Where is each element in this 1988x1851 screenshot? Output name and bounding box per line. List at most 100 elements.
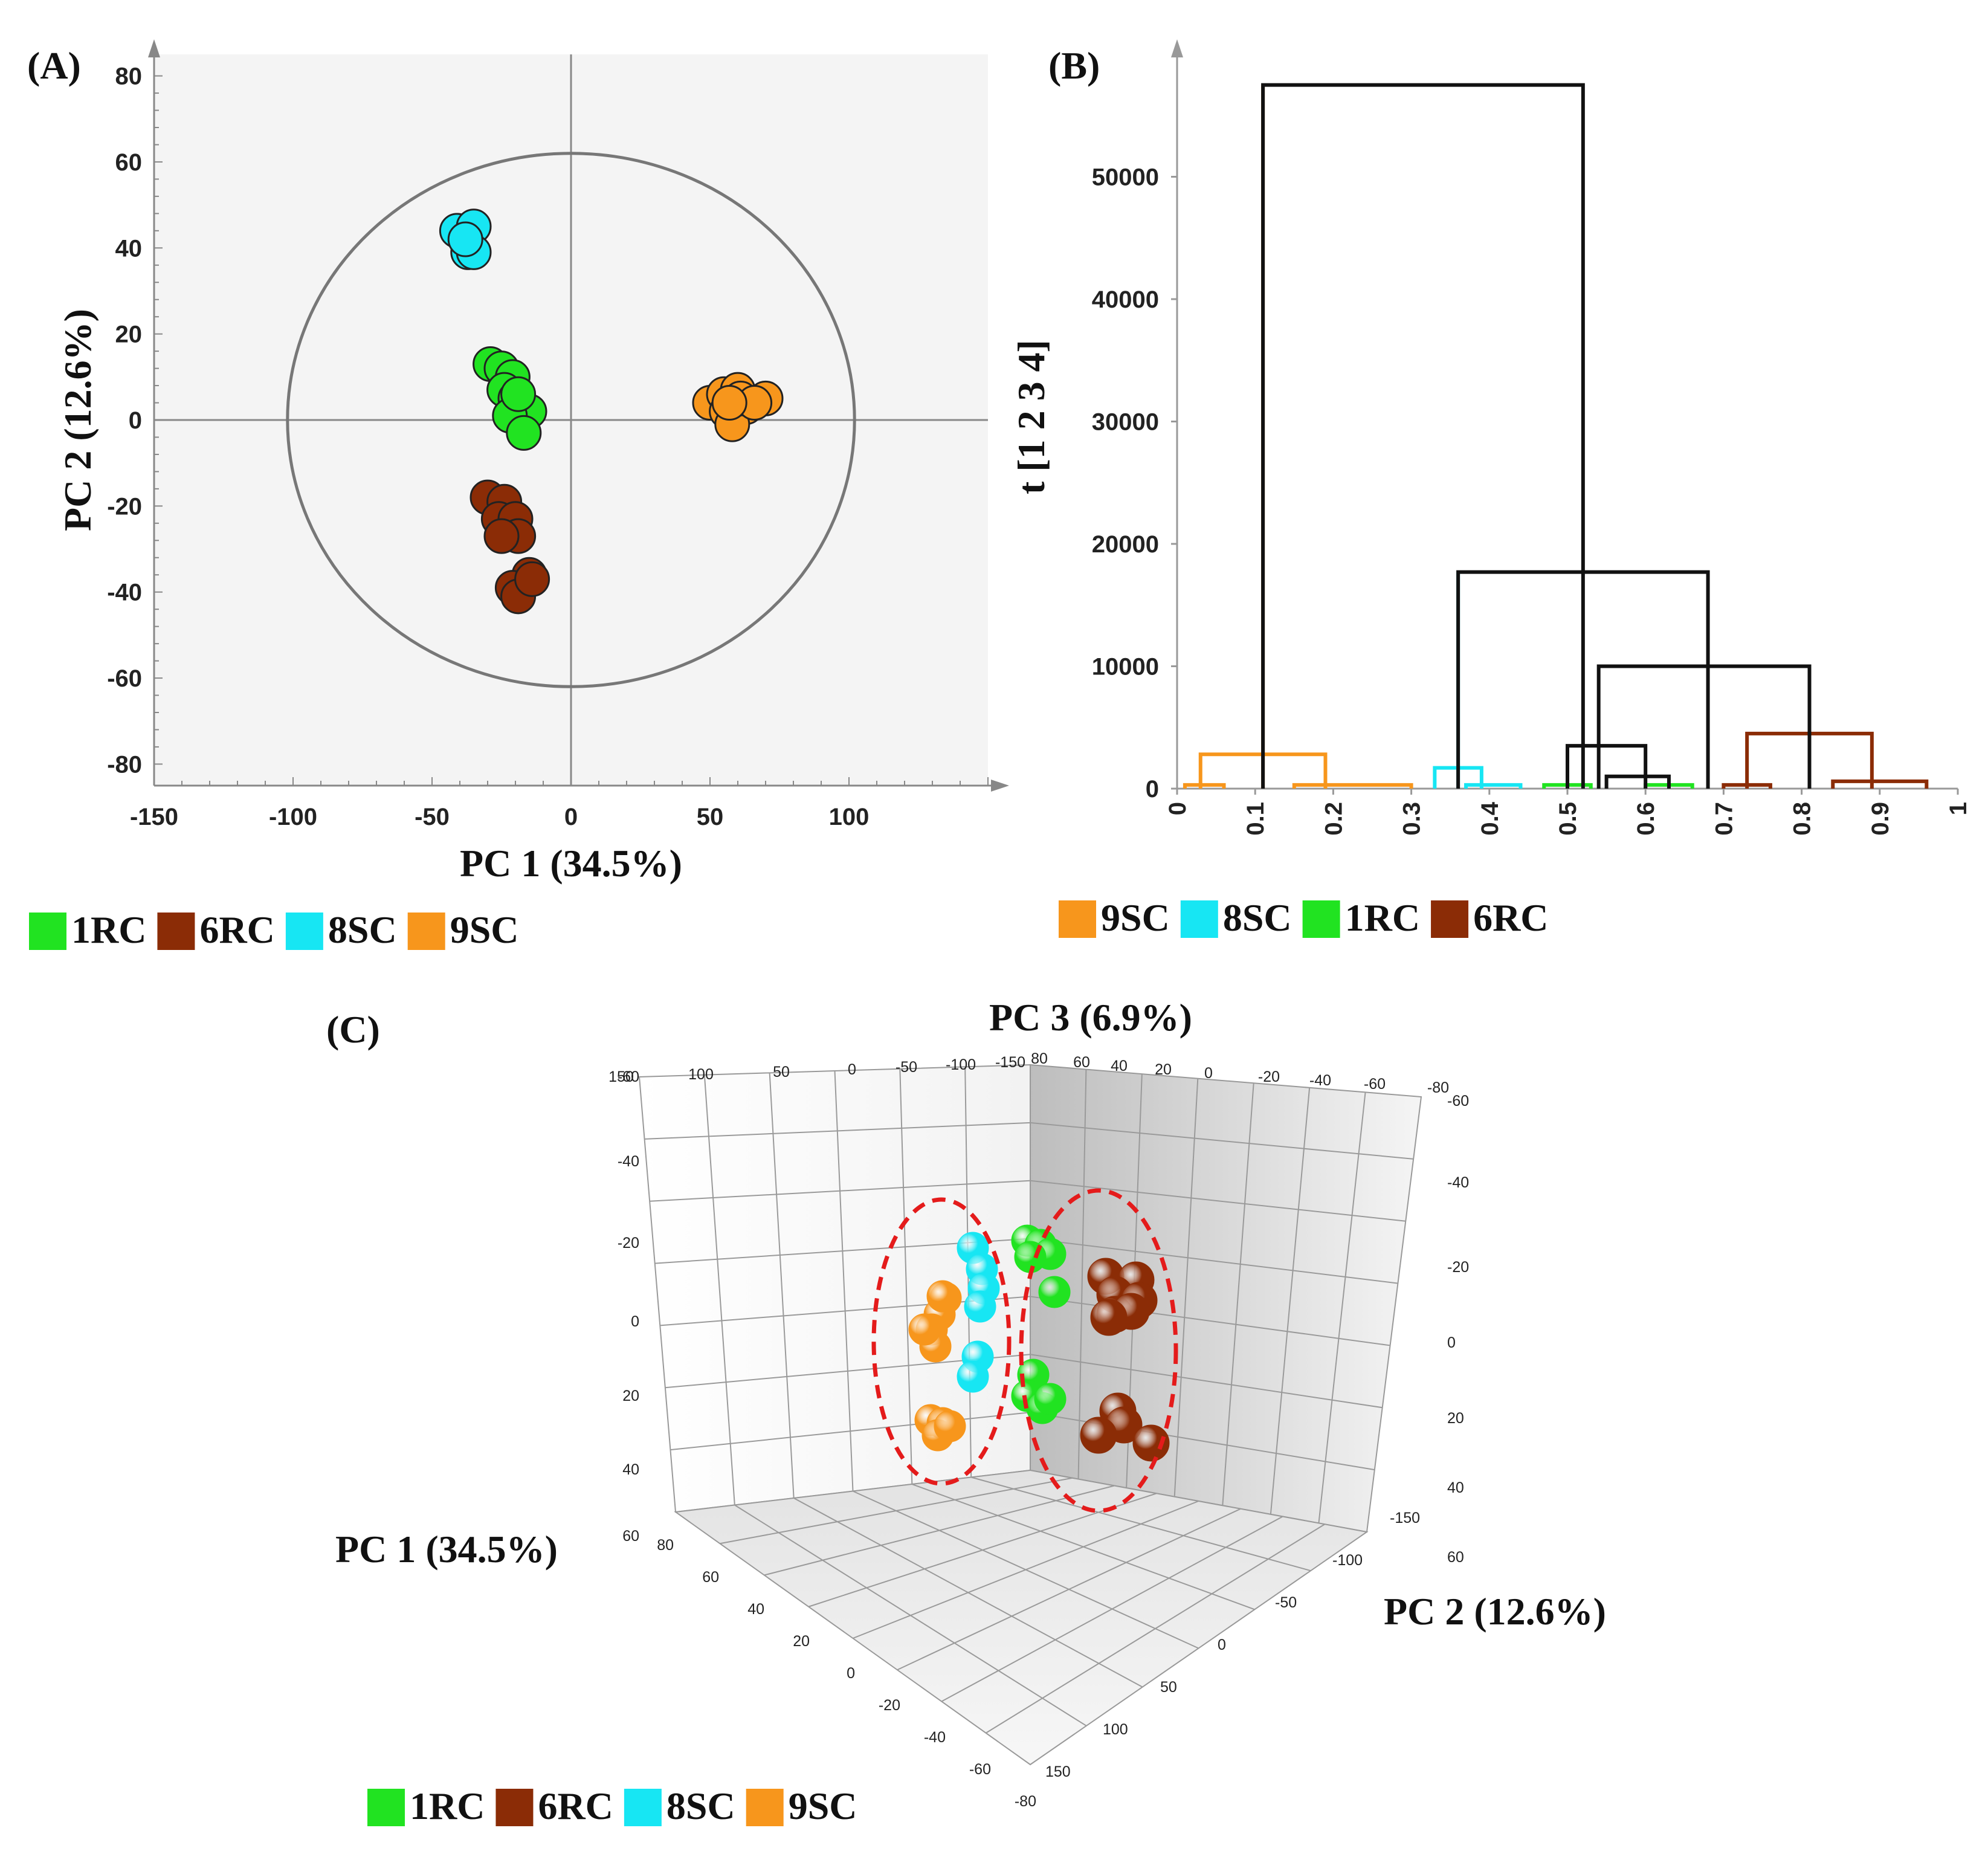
x-tick-label-b: 0.6 <box>1633 802 1659 836</box>
y-tick-label-b: 40000 <box>1092 286 1159 313</box>
grid-line-c <box>1077 1069 1087 1479</box>
tick-label-top-left-c: 150 <box>608 1068 634 1085</box>
y-axis-title-a: PC 2 (12.6%) <box>56 309 99 531</box>
tick-label-top-right-c: 60 <box>1073 1054 1090 1071</box>
grid-line-c <box>899 1068 913 1485</box>
legend-b-swatch-9SC <box>1059 900 1096 938</box>
tick-label-right-wall-c: 0 <box>1447 1334 1456 1351</box>
y-tick-label-b: 30000 <box>1092 409 1159 436</box>
tick-label-top-right-c: 80 <box>1031 1050 1048 1067</box>
sphere-9SC-c <box>926 1280 959 1313</box>
grid-line-c <box>853 1490 1199 1649</box>
tick-label-floor-pc1-c: 40 <box>747 1601 764 1618</box>
legend-a-label-6RC: 6RC <box>199 908 274 951</box>
sphere-6RC-c <box>1132 1424 1170 1462</box>
panel-a-pca-score-plot: -150 -100 -50 0 50 100 80 60 40 20 0 -20 -40 -60 -80 (A… <box>27 39 1009 951</box>
sphere-1RC-c <box>1034 1383 1067 1415</box>
tick-label-left-wall-c: -20 <box>618 1235 639 1252</box>
y-tick-label-a: -80 <box>107 751 142 778</box>
tick-label-floor-pc2-c: 0 <box>1218 1636 1226 1653</box>
tick-label-top-right-c: 20 <box>1155 1061 1172 1078</box>
y-tick-label-a: 20 <box>115 321 143 348</box>
tick-label-right-wall-c: 60 <box>1447 1549 1464 1566</box>
x-tick-label-a: 50 <box>697 804 724 830</box>
x-tick-label-a: -50 <box>415 804 450 830</box>
grid-line-c <box>1030 1180 1406 1222</box>
grid-line-c <box>1270 1087 1311 1514</box>
grid-line-c <box>970 1476 1311 1572</box>
y-tick-label-a: -60 <box>107 665 142 692</box>
grid-line-c <box>703 1074 735 1505</box>
grid-line-c <box>1222 1083 1254 1506</box>
tick-label-left-wall-c: 20 <box>622 1387 639 1404</box>
x-axis-title-a: PC 1 (34.5%) <box>460 842 682 885</box>
point-8SC-a <box>447 221 483 257</box>
grid-line-c <box>1173 1078 1199 1497</box>
tick-label-floor-pc1-c: -80 <box>1015 1793 1036 1810</box>
legend-b-label-8SC: 8SC <box>1223 896 1292 939</box>
dendrogram-link-join <box>1604 774 1671 789</box>
y-tick-label-b: 10000 <box>1092 654 1159 680</box>
tick-label-top-left-c: 0 <box>848 1061 856 1078</box>
dendrogram-link-9SC <box>1183 783 1226 789</box>
legend-c-swatch-1RC <box>367 1789 405 1826</box>
tick-label-left-wall-c: 0 <box>631 1313 639 1330</box>
tick-label-right-wall-c: -40 <box>1447 1174 1469 1191</box>
tick-label-floor-pc1-c: -60 <box>969 1761 991 1778</box>
point-1RC-a <box>506 415 542 451</box>
y-tick-label-a: 40 <box>115 235 143 262</box>
grid-line-c <box>1030 1238 1398 1284</box>
x-tick-label-b: 0.3 <box>1399 802 1425 836</box>
legend-c-swatch-9SC <box>746 1789 784 1826</box>
x-tick-label-b: 0.7 <box>1711 802 1737 836</box>
panel-b-dendrogram: 0 10000 20000 30000 40000 50000 0 0.1 0.2 0.3 0.4 0… <box>1010 39 1972 939</box>
panel-c-3d-pca-plot: 150 100 50 0 -50 -100 -150 80 60 40 20 0 -20 -40 -60 -8… <box>326 996 1606 1827</box>
dendrogram-link-join <box>1566 744 1648 789</box>
x-axis-arrow-a <box>991 780 1009 792</box>
x-tick-label-b: 0.9 <box>1867 802 1894 836</box>
dendrogram-link-8SC <box>1464 783 1523 789</box>
cluster-ellipse-rc-c <box>1019 1188 1178 1513</box>
panel-label-c: (C) <box>326 1008 380 1051</box>
cluster-ellipse-sc-c <box>871 1197 1012 1486</box>
grid-line-c <box>911 1484 1255 1610</box>
y-tick-label-b: 20000 <box>1092 531 1159 558</box>
legend-a-swatch-6RC <box>157 913 195 950</box>
y-tick-label-a: 60 <box>115 149 143 176</box>
y-tick-label-a: -20 <box>107 493 142 520</box>
grid-line-c <box>1030 1296 1390 1346</box>
grid-line-c <box>769 1073 795 1499</box>
tick-label-floor-pc1-c: 20 <box>793 1633 810 1650</box>
grid-line-c <box>644 1122 1031 1140</box>
x-tick-label-b: 0.8 <box>1789 802 1816 836</box>
x-tick-label-a: -150 <box>130 804 178 830</box>
tick-label-left-wall-c: 40 <box>622 1461 639 1478</box>
sphere-9SC-c <box>934 1410 966 1442</box>
tick-label-right-wall-c: 20 <box>1447 1410 1464 1427</box>
dendrogram-link-join <box>1261 83 1585 789</box>
tick-label-left-wall-c: -60 <box>618 1068 639 1085</box>
tick-label-top-right-c: 40 <box>1111 1058 1128 1074</box>
legend-a-label-9SC: 9SC <box>450 908 519 951</box>
x-tick-label-b: 0 <box>1164 802 1191 815</box>
tick-label-floor-pc1-c: 60 <box>702 1569 719 1586</box>
x-tick-label-b: 0.5 <box>1555 802 1581 836</box>
panel-label-a: (A) <box>27 44 81 87</box>
grid-line-c <box>734 1504 1087 1727</box>
x-tick-label-b: 0.1 <box>1242 802 1269 836</box>
tick-label-top-right-c: -80 <box>1427 1079 1449 1096</box>
tick-label-top-right-c: -20 <box>1258 1068 1280 1085</box>
tick-label-floor-pc1-c: 80 <box>657 1537 674 1554</box>
y-axis-arrow-a <box>148 39 160 57</box>
legend-b-label-1RC: 1RC <box>1345 896 1420 939</box>
point-9SC-a <box>711 385 747 421</box>
floor-c <box>674 1469 1369 1766</box>
tick-label-top-left-c: -150 <box>995 1054 1025 1071</box>
tick-label-top-left-c: -100 <box>946 1056 976 1073</box>
hotelling-ellipse-a <box>286 152 856 688</box>
tick-label-floor-pc2-c: 150 <box>1045 1763 1071 1780</box>
sphere-8SC-c <box>964 1290 996 1323</box>
legend-c-swatch-8SC <box>624 1789 662 1826</box>
legend-c-label-9SC: 9SC <box>789 1785 857 1827</box>
